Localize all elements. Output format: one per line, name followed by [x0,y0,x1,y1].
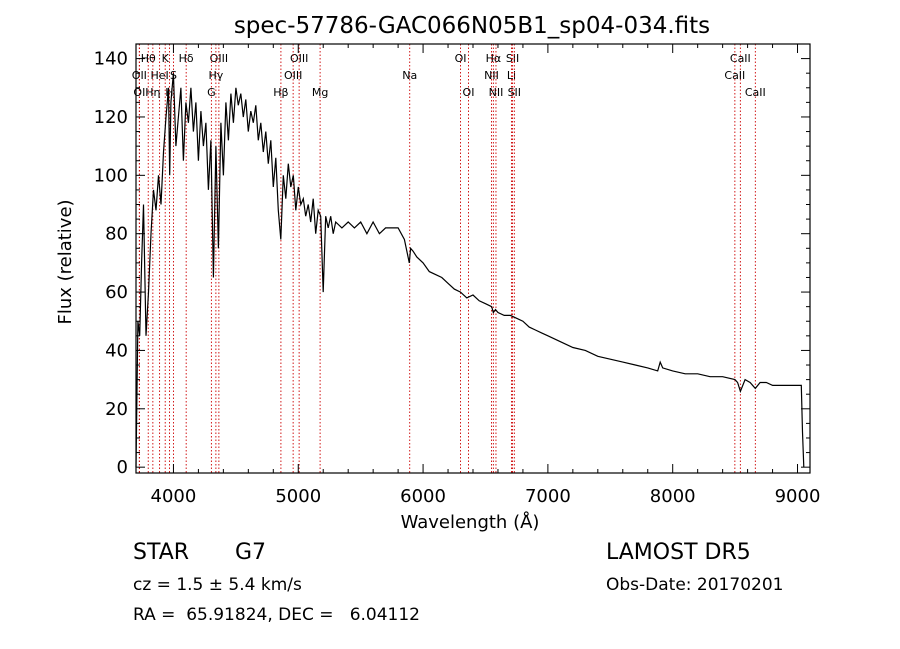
x-tick-label: 6000 [400,486,446,507]
marker-label: CaII [724,69,745,82]
x-axis-label: Wavelength (Å) [401,511,540,533]
y-tick-label: 20 [105,399,128,420]
marker-label: OI [455,52,467,65]
marker-label: K [162,52,170,65]
marker-label: Hγ [208,69,223,82]
survey-name: LAMOST DR5 [606,540,751,565]
y-tick-label: 120 [94,107,128,128]
object-class: STAR [133,540,190,565]
marker-label: OI [463,86,475,99]
marker-label: OI [133,86,145,99]
marker-label: Hη [145,86,160,99]
marker-label: OIII [284,69,302,82]
x-tick-label: 8000 [650,486,696,507]
marker-label: Na [402,69,417,82]
x-tick-label: 5000 [275,486,321,507]
chart-title: spec-57786-GAC066N05B1_sp04-034.fits [234,13,710,39]
x-tick-label: 7000 [525,486,571,507]
marker-label: Hδ [179,52,194,65]
marker-label: Mg [312,86,328,99]
marker-label: OIII [210,52,228,65]
marker-label: SII [506,52,519,65]
x-tick-label: 9000 [775,486,821,507]
observation-date: Obs-Date: 20170201 [606,575,784,595]
y-tick-label: 100 [94,165,128,186]
y-tick-label: 0 [117,457,128,478]
object-subclass: G7 [235,540,267,565]
marker-label: Hβ [273,86,288,99]
x-axis: 4000 5000 6000 7000 8000 9000 [151,44,821,507]
x-tick-label: 4000 [151,486,197,507]
marker-label: G [207,86,216,99]
marker-label: HeI [150,69,168,82]
plot-frame [135,43,811,474]
marker-label: OIII [290,52,308,65]
y-tick-label: 80 [105,224,128,245]
redshift-velocity: cz = 1.5 ± 5.4 km/s [133,575,302,595]
coordinates: RA = 65.91824, DEC = 6.04112 [133,605,420,625]
y-tick-label: 40 [105,340,128,361]
y-tick-label: 60 [105,282,128,303]
y-axis-label: Flux (relative) [55,199,76,324]
marker-label: SII [508,86,521,99]
y-axis: 0 20 40 60 80 100 120 140 [94,49,810,478]
marker-label: CaII [730,52,751,65]
marker-label: Li [507,69,516,82]
marker-label: Hθ [141,52,156,65]
flux-series-line [135,73,805,468]
marker-label: H [165,86,173,99]
marker-label: Hα [486,52,502,65]
y-tick-label: 140 [94,49,128,70]
marker-label: NII [484,69,499,82]
marker-label: CaII [745,86,766,99]
marker-label: NII [489,86,504,99]
